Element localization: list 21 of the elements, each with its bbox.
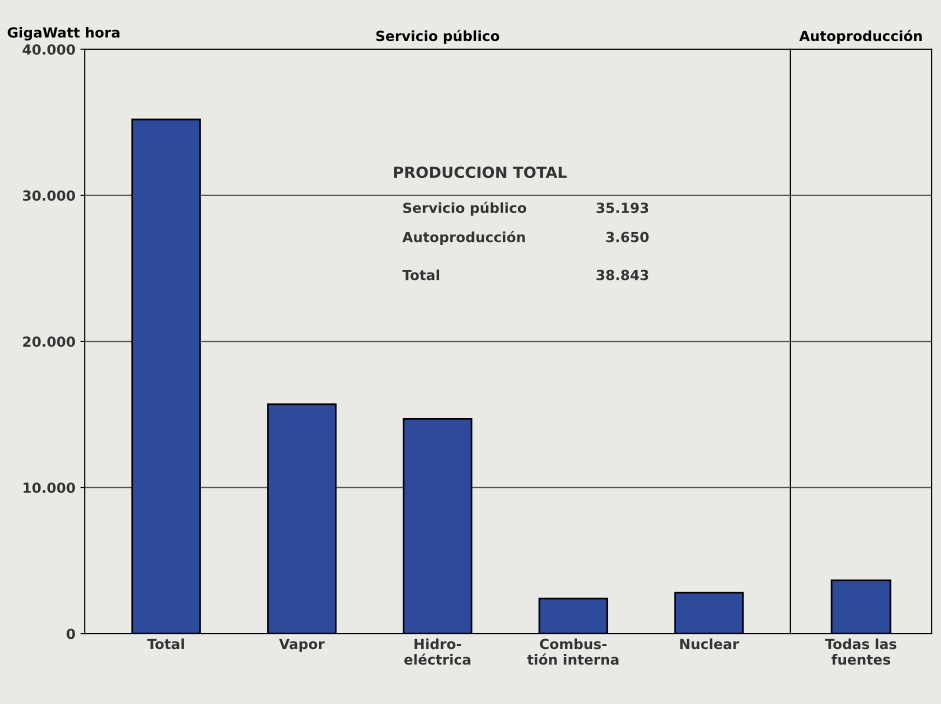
x-tick-label: Hidro- eléctrica: [404, 638, 470, 665]
x-tick-label: Vapor: [279, 638, 325, 652]
annotation: Servicio público: [403, 202, 526, 216]
annotation: 35.193: [596, 202, 648, 214]
y-tick-label: 40.000: [22, 44, 75, 55]
y-tick-label: 10.000: [24, 482, 75, 493]
chart-title: Autoproducción: [799, 30, 922, 44]
annotation: 3.650: [606, 232, 649, 242]
annotation: Total: [402, 270, 440, 280]
annotation: PRODUCCION TOTAL: [394, 166, 567, 178]
x-tick-label: Todas las fuentes: [825, 638, 896, 665]
y-tick-label: 0: [66, 628, 75, 640]
chart-title: Servicio público: [376, 30, 500, 44]
y-tick-label: 20.000: [23, 336, 75, 347]
y-tick-label: 30.000: [22, 190, 75, 201]
y-axis-title: GigaWatt hora: [8, 26, 120, 41]
x-tick-label: Combus- tión interna: [527, 638, 618, 665]
annotation: 38.843: [596, 270, 648, 280]
annotation: Autoproducción: [402, 230, 525, 245]
x-tick-label: Total: [147, 638, 184, 650]
x-tick-label: Nuclear: [680, 638, 740, 650]
